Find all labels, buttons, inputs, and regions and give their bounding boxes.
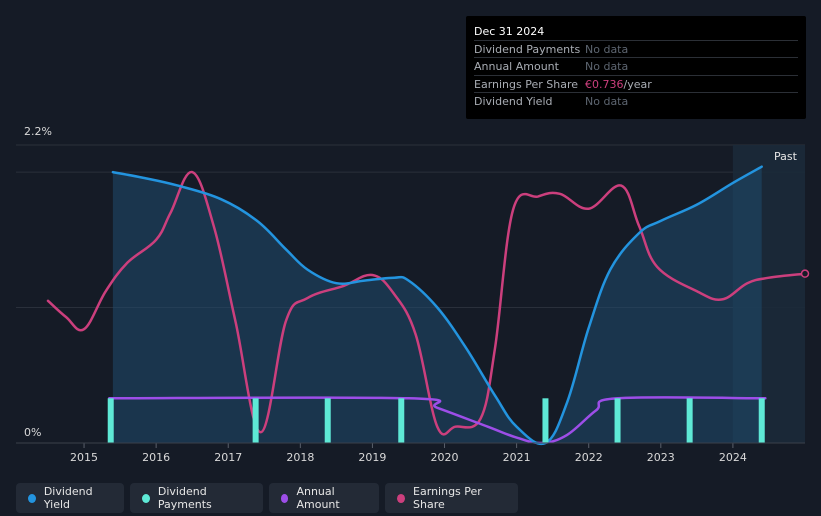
eps-unit: /year [624,78,652,91]
x-tick-label-2018: 2018 [286,451,314,464]
tooltip-value: €0.736/year [585,78,652,91]
y-tick-label-min: 0% [24,426,41,439]
x-axis: 2015 2016 2017 2018 2019 2020 2021 2022 2023 2024 [16,443,805,464]
dividend-payment-bar-6 [687,398,693,443]
tooltip-row-dividend-payments: Dividend Payments No data [474,40,798,58]
dividend-payment-bar-7 [759,398,765,443]
tooltip-row-annual-amount: Annual Amount No data [474,57,798,75]
dividend-payment-bar-4 [542,398,548,443]
x-tick-label-2015: 2015 [70,451,98,464]
x-tick-label-2021: 2021 [503,451,531,464]
x-tick-label-2016: 2016 [142,451,170,464]
legend-earnings-per-share[interactable]: Earnings Per Share [385,483,518,513]
tooltip-label: Annual Amount [474,60,559,73]
tooltip-value: No data [585,95,628,108]
legend-dividend-payments[interactable]: Dividend Payments [130,483,263,513]
dividend-yield-dot-icon [28,494,36,503]
x-tick-label-2020: 2020 [431,451,459,464]
x-tick-label-2022: 2022 [575,451,603,464]
x-tick-label-2017: 2017 [214,451,242,464]
x-tick-label-2023: 2023 [647,451,675,464]
dividend-payments-dot-icon [142,494,150,503]
dividend-payment-bar-2 [325,398,331,443]
eps-value: €0.736 [585,78,624,91]
tooltip-row-dividend-yield: Dividend Yield No data [474,92,798,110]
y-tick-label-max: 2.2% [24,125,52,138]
dividend-payment-bar-3 [398,398,404,443]
legend-label: Dividend Payments [158,485,251,511]
tooltip: Dec 31 2024 Dividend Payments No data An… [466,16,806,119]
tooltip-label: Earnings Per Share [474,78,578,91]
x-tick-label-2019: 2019 [358,451,386,464]
tooltip-label: Dividend Payments [474,43,580,56]
legend-dividend-yield[interactable]: Dividend Yield [16,483,124,513]
legend-label: Dividend Yield [44,485,112,511]
dividend-payment-bar-1 [253,398,259,443]
legend-annual-amount[interactable]: Annual Amount [269,483,379,513]
legend-label: Earnings Per Share [413,485,506,511]
dividend-payment-bar-5 [615,398,621,443]
past-label: Past [774,150,798,163]
legend: Dividend Yield Dividend Payments Annual … [16,483,518,513]
x-tick-label-2024: 2024 [719,451,747,464]
tooltip-value: No data [585,60,628,73]
tooltip-value: No data [585,43,628,56]
tooltip-date: Dec 31 2024 [474,25,544,38]
tooltip-row-eps: Earnings Per Share €0.736/year [474,75,798,93]
dividend-payment-bar-0 [108,398,114,443]
tooltip-label: Dividend Yield [474,95,552,108]
legend-label: Annual Amount [296,485,367,511]
annual-amount-dot-icon [281,494,288,503]
earnings-per-share-dot-icon [397,494,405,503]
eps-end-marker [802,270,809,277]
